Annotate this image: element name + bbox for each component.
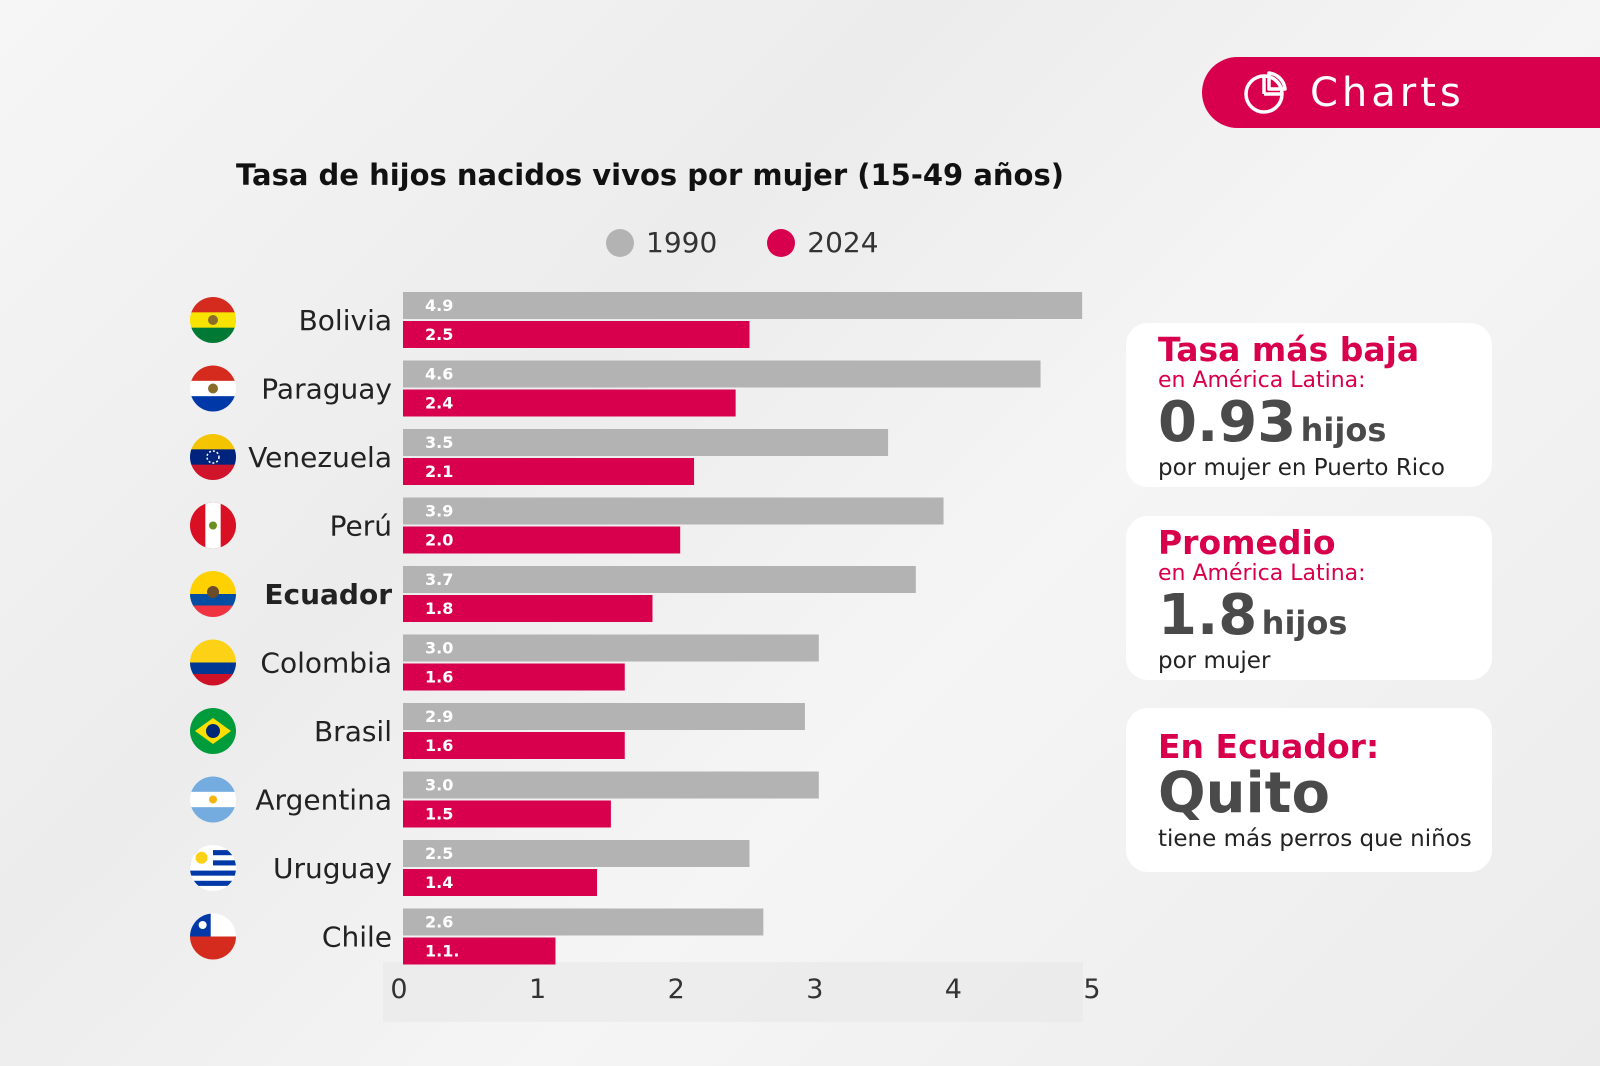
bar-value-label-1990-ecuador: 3.7 (425, 570, 453, 589)
bar-2024-perú (403, 526, 681, 554)
bar-2024-venezuela (403, 458, 695, 485)
card-heading: En Ecuador: (1158, 727, 1380, 766)
card-heading: Promedio (1158, 523, 1336, 562)
card-subheading: en América Latina: (1158, 368, 1366, 393)
bar-value-label-1990-uruguay: 2.5 (425, 844, 453, 863)
bar-1990-ecuador (403, 566, 916, 593)
bar-value-label-2024-ecuador: 1.8 (425, 599, 453, 618)
info-card-ecuador: En Ecuador: Quito tiene más perros que n… (1126, 708, 1492, 872)
x-tick-label-0: 0 (390, 974, 407, 1005)
category-label-paraguay: Paraguay (261, 373, 392, 406)
bar-value-label-1990-venezuela: 3.5 (425, 433, 453, 452)
category-label-bolivia: Bolivia (299, 304, 392, 337)
card-value: Quito (1158, 761, 1330, 826)
bar-2024-argentina (403, 800, 611, 828)
uruguay-flag-icon (190, 845, 236, 891)
peru-flag-icon (190, 502, 236, 549)
chart-legend: 1990 2024 (606, 226, 929, 259)
brazil-flag-icon (190, 708, 236, 754)
venezuela-flag-icon (190, 434, 236, 480)
bolivia-flag-icon (190, 297, 236, 343)
colombia-flag-icon (190, 639, 236, 686)
bar-value-label-2024-bolivia: 2.5 (425, 325, 453, 344)
info-card-lowest-rate: Tasa más baja en América Latina: 0.93 hi… (1126, 323, 1492, 487)
bar-value-label-2024-chile: 1.1. (425, 942, 459, 961)
category-label-uruguay: Uruguay (273, 852, 392, 885)
card-value: 0.93 (1158, 390, 1297, 455)
bar-2024-brasil (403, 732, 625, 759)
category-label-ecuador: Ecuador (264, 578, 392, 611)
category-label-brasil: Brasil (314, 715, 392, 748)
legend-dot-1990 (606, 228, 634, 257)
card-heading: Tasa más baja (1158, 330, 1420, 369)
legend-label-2024: 2024 (807, 226, 879, 259)
bar-value-label-2024-venezuela: 2.1 (425, 462, 453, 481)
bar-value-label-1990-perú: 3.9 (425, 502, 453, 521)
legend-item-1990: 1990 (606, 226, 717, 259)
category-label-argentina: Argentina (255, 784, 392, 817)
bar-value-label-2024-uruguay: 1.4 (425, 873, 453, 892)
bar-1990-perú (403, 497, 944, 525)
bar-value-label-2024-perú: 2.0 (425, 531, 453, 550)
bar-1990-colombia (403, 634, 819, 662)
brand-label: Charts (1310, 69, 1465, 116)
card-subheading: en América Latina: (1158, 561, 1366, 586)
legend-item-2024: 2024 (767, 226, 879, 259)
bar-2024-uruguay (403, 869, 598, 896)
charts-brand-badge: Charts (1202, 57, 1600, 128)
bar-value-label-2024-argentina: 1.5 (425, 805, 453, 824)
card-note: por mujer (1158, 648, 1271, 674)
bar-1990-chile (403, 908, 764, 936)
bar-1990-bolivia (403, 292, 1083, 319)
bar-1990-venezuela (403, 429, 889, 456)
x-tick-label-3: 3 (806, 974, 823, 1005)
argentina-flag-icon (190, 776, 236, 823)
ecuador-flag-icon (190, 571, 236, 617)
chart-title: Tasa de hijos nacidos vivos por mujer (1… (236, 158, 1064, 192)
card-note: por mujer en Puerto Rico (1158, 455, 1445, 481)
bar-value-label-1990-chile: 2.6 (425, 913, 453, 932)
card-unit: hijos (1261, 604, 1348, 642)
category-label-colombia: Colombia (260, 647, 392, 680)
bar-2024-paraguay (403, 389, 736, 417)
category-label-chile: Chile (322, 921, 392, 954)
bar-value-label-2024-colombia: 1.6 (425, 668, 453, 687)
x-tick-label-1: 1 (529, 974, 546, 1005)
bar-2024-bolivia (403, 321, 750, 348)
pie-chart-icon (1244, 70, 1287, 114)
card-note: tiene más perros que niños (1158, 826, 1472, 852)
x-tick-label-5: 5 (1083, 974, 1100, 1005)
info-card-average: Promedio en América Latina: 1.8 hijos po… (1126, 516, 1492, 680)
bar-1990-argentina (403, 771, 819, 799)
x-tick-label-2: 2 (668, 974, 685, 1005)
paraguay-flag-icon (190, 365, 236, 412)
legend-dot-2024 (767, 228, 796, 257)
bar-2024-colombia (403, 663, 625, 691)
axis-area (383, 962, 1083, 1022)
category-label-venezuela: Venezuela (248, 441, 392, 474)
bar-1990-brasil (403, 703, 805, 730)
bar-value-label-1990-argentina: 3.0 (425, 776, 453, 795)
bar-2024-chile (403, 937, 556, 965)
card-value: 1.8 (1158, 583, 1258, 648)
bar-value-label-1990-bolivia: 4.9 (425, 296, 453, 315)
bar-1990-uruguay (403, 840, 750, 867)
bar-value-label-1990-colombia: 3.0 (425, 639, 453, 658)
bar-1990-paraguay (403, 360, 1041, 388)
bar-2024-ecuador (403, 595, 653, 622)
bar-value-label-1990-paraguay: 4.6 (425, 365, 453, 384)
chile-flag-icon (190, 913, 236, 960)
bar-chart: Bolivia 4.9 2.5 Paraguay 4.6 2.4 Venezuela 3.5 2… (190, 292, 1100, 1022)
bar-value-label-2024-paraguay: 2.4 (425, 394, 453, 413)
bar-value-label-2024-brasil: 1.6 (425, 736, 453, 755)
bar-value-label-1990-brasil: 2.9 (425, 707, 453, 726)
card-unit: hijos (1300, 411, 1387, 449)
category-label-perú: Perú (330, 510, 392, 543)
x-tick-label-4: 4 (945, 974, 962, 1005)
legend-label-1990: 1990 (646, 226, 718, 259)
